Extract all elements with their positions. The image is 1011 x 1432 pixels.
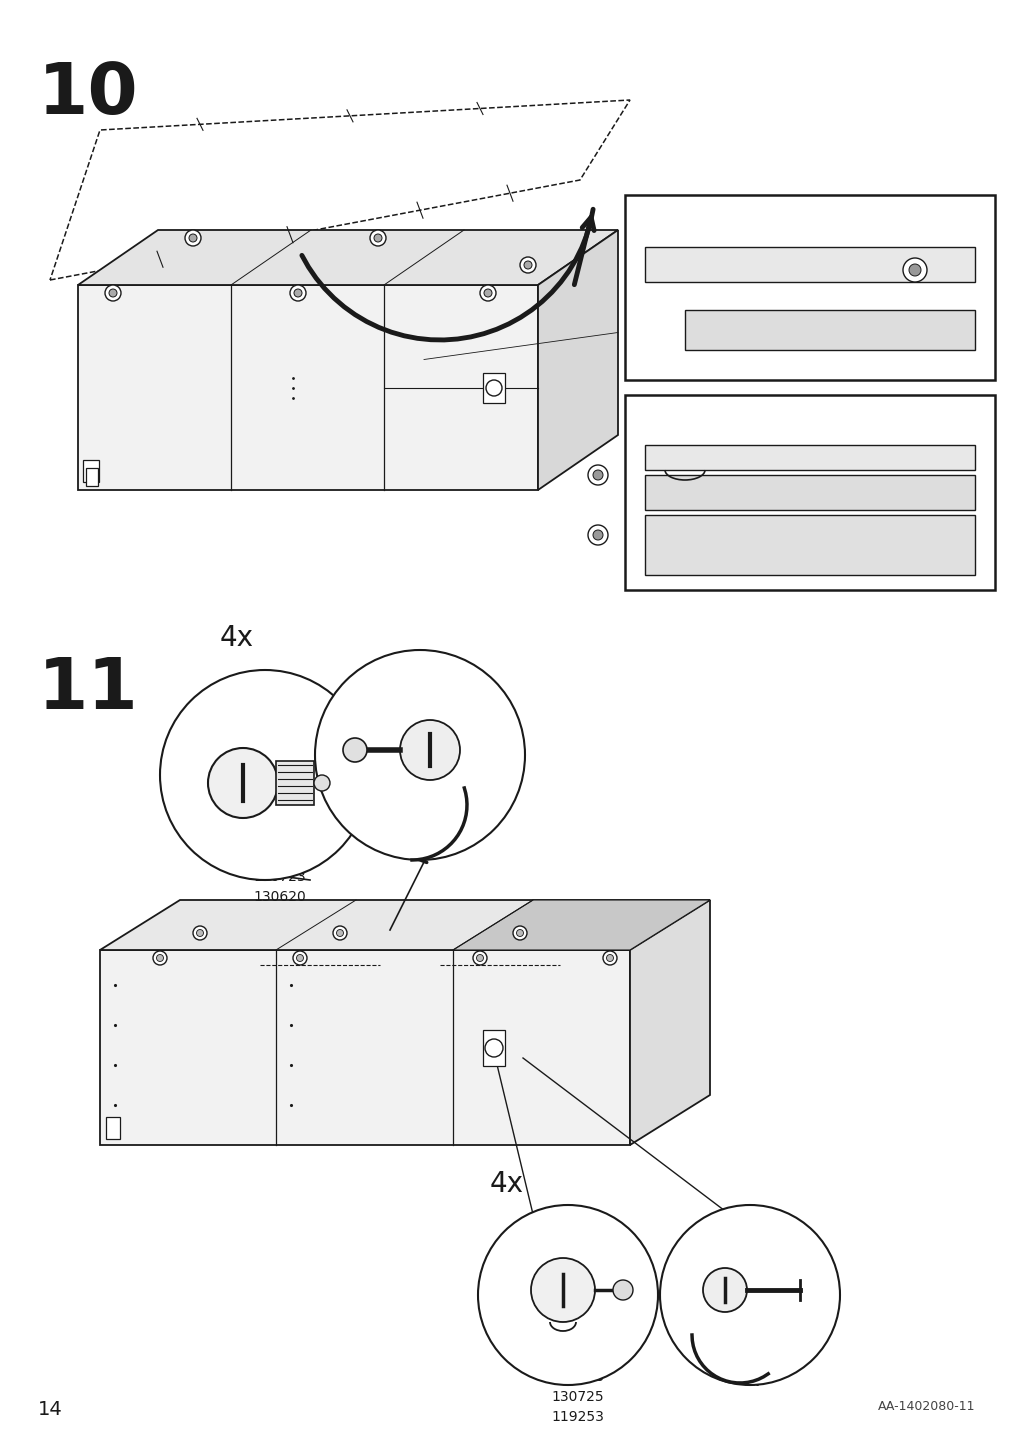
- Circle shape: [703, 1267, 746, 1312]
- Circle shape: [153, 951, 167, 965]
- Circle shape: [314, 650, 525, 861]
- Text: 141028: 141028: [551, 1370, 604, 1383]
- Bar: [86, 468, 98, 485]
- Circle shape: [105, 285, 121, 301]
- Text: 10: 10: [38, 60, 139, 129]
- Circle shape: [479, 285, 495, 301]
- Circle shape: [193, 927, 207, 939]
- Text: 130725: 130725: [551, 1390, 604, 1403]
- Circle shape: [157, 955, 164, 961]
- Circle shape: [603, 951, 617, 965]
- Circle shape: [472, 951, 486, 965]
- Text: 4x: 4x: [219, 624, 254, 652]
- Text: 4x: 4x: [489, 1170, 524, 1199]
- Bar: [684, 309, 974, 349]
- Circle shape: [399, 720, 460, 780]
- Bar: [482, 1030, 504, 1065]
- Circle shape: [606, 955, 613, 961]
- Circle shape: [531, 1257, 594, 1322]
- Circle shape: [189, 233, 197, 242]
- Text: 14: 14: [38, 1400, 63, 1419]
- Circle shape: [587, 526, 608, 546]
- Bar: [625, 395, 994, 590]
- Bar: [644, 475, 974, 510]
- Circle shape: [477, 1204, 657, 1385]
- Circle shape: [374, 233, 381, 242]
- Circle shape: [613, 1280, 632, 1300]
- Polygon shape: [453, 899, 710, 949]
- Bar: [276, 760, 313, 805]
- Polygon shape: [78, 285, 538, 490]
- Text: 11: 11: [38, 654, 139, 725]
- Bar: [482, 372, 504, 402]
- Text: 119253: 119253: [551, 1411, 604, 1423]
- Circle shape: [484, 1040, 502, 1057]
- Circle shape: [370, 231, 385, 246]
- Circle shape: [208, 748, 278, 818]
- Circle shape: [592, 470, 603, 480]
- Polygon shape: [100, 949, 630, 1146]
- Text: AA-1402080-11: AA-1402080-11: [877, 1400, 974, 1413]
- Circle shape: [659, 1204, 839, 1385]
- Circle shape: [293, 951, 306, 965]
- Bar: [106, 1117, 120, 1138]
- Circle shape: [908, 263, 920, 276]
- Circle shape: [185, 231, 201, 246]
- Text: 118137: 118137: [551, 1330, 604, 1345]
- Text: 141027: 141027: [254, 851, 306, 863]
- Text: 130723: 130723: [254, 871, 306, 884]
- Circle shape: [587, 465, 608, 485]
- Circle shape: [485, 379, 501, 397]
- Polygon shape: [78, 231, 618, 285]
- Polygon shape: [630, 899, 710, 1146]
- Circle shape: [516, 929, 523, 937]
- Circle shape: [337, 929, 343, 937]
- Bar: [625, 195, 994, 379]
- Bar: [644, 445, 974, 470]
- Circle shape: [160, 670, 370, 881]
- Circle shape: [592, 530, 603, 540]
- Bar: [644, 516, 974, 576]
- Circle shape: [902, 258, 926, 282]
- Circle shape: [343, 737, 367, 762]
- Circle shape: [296, 955, 303, 961]
- Circle shape: [290, 285, 305, 301]
- Circle shape: [196, 929, 203, 937]
- Bar: [83, 460, 99, 483]
- Circle shape: [483, 289, 491, 296]
- Polygon shape: [538, 231, 618, 490]
- Bar: [644, 246, 974, 282]
- Circle shape: [524, 261, 532, 269]
- Circle shape: [109, 289, 117, 296]
- Polygon shape: [100, 899, 710, 949]
- Circle shape: [294, 289, 301, 296]
- Circle shape: [476, 955, 483, 961]
- Text: 130619: 130619: [253, 811, 306, 823]
- Circle shape: [520, 256, 536, 274]
- Circle shape: [313, 775, 330, 790]
- Circle shape: [513, 927, 527, 939]
- Text: 130722: 130722: [254, 831, 306, 843]
- Text: 130620: 130620: [254, 891, 306, 904]
- Circle shape: [333, 927, 347, 939]
- Text: 122971: 122971: [551, 1350, 604, 1365]
